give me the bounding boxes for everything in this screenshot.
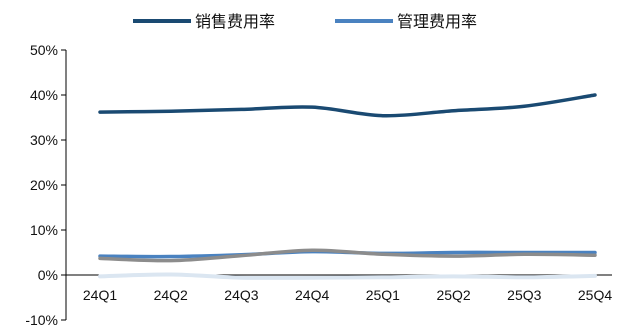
- x-tick-label: 24Q2: [154, 287, 188, 303]
- series-3: [98, 272, 597, 280]
- x-tick-label: 24Q4: [295, 287, 329, 303]
- y-axis: 50% 40% 30% 20% 10% 0% -10%: [25, 42, 67, 325]
- series-line: [98, 93, 597, 118]
- y-tick-label: 0%: [38, 267, 58, 283]
- x-tick-label: 24Q3: [224, 287, 258, 303]
- legend-label: 销售费用率: [195, 13, 275, 31]
- series-line: [98, 272, 597, 280]
- x-tick-label: 25Q1: [366, 287, 400, 303]
- y-tick-label: 10%: [30, 222, 58, 238]
- y-tick-label: 30%: [30, 132, 58, 148]
- y-tick-label: -10%: [25, 312, 58, 325]
- legend-label: 管理费用率: [397, 13, 477, 31]
- y-tick-label: 50%: [30, 42, 58, 58]
- y-tick-label: 20%: [30, 177, 58, 193]
- legend: 销售费用率 管理费用率: [133, 13, 477, 31]
- x-tick-label: 25Q3: [507, 287, 541, 303]
- x-tick-label: 25Q2: [436, 287, 470, 303]
- y-tick-label: 40%: [30, 87, 58, 103]
- legend-item: 管理费用率: [335, 13, 477, 31]
- x-tick-label: 24Q1: [83, 287, 117, 303]
- legend-item: 销售费用率: [133, 13, 275, 31]
- series-0: [98, 93, 597, 118]
- series-lines: [98, 93, 597, 280]
- series-line: [98, 248, 597, 263]
- series-2: [98, 248, 597, 263]
- x-tick-label: 25Q4: [578, 287, 612, 303]
